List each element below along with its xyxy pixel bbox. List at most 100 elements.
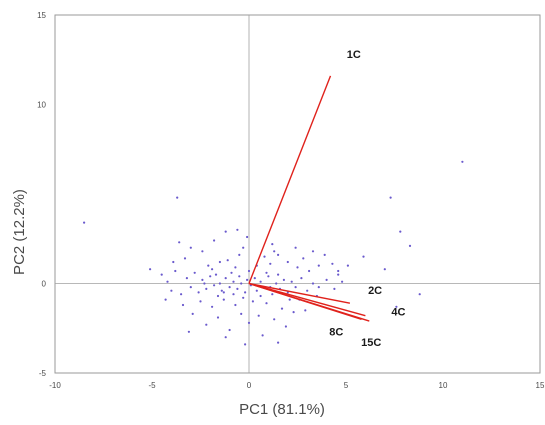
score-point <box>275 282 278 285</box>
score-point <box>205 323 208 326</box>
score-point <box>265 302 268 305</box>
score-point <box>170 289 173 292</box>
score-point <box>234 266 237 269</box>
score-point <box>277 273 280 276</box>
score-point <box>216 294 220 298</box>
score-point <box>226 259 229 262</box>
score-point <box>317 286 320 289</box>
score-point <box>311 250 315 253</box>
score-point <box>271 243 274 246</box>
loading-label-2c: 2C <box>368 285 382 297</box>
score-point <box>178 241 181 244</box>
y-tick-label: 0 <box>42 280 47 289</box>
score-point <box>222 291 225 294</box>
score-point <box>337 269 340 273</box>
score-point <box>242 246 245 249</box>
score-point <box>224 277 227 280</box>
score-point <box>236 228 239 231</box>
loading-vector-2c <box>248 282 351 304</box>
score-point <box>333 287 336 290</box>
loading-labels: 1C 2C 4C 8C 15C <box>329 49 405 349</box>
x-tick-label: 0 <box>247 381 252 390</box>
score-point <box>230 271 233 274</box>
score-point <box>311 282 315 285</box>
score-point <box>240 282 243 285</box>
score-point <box>201 250 204 253</box>
score-point <box>265 271 268 274</box>
score-point <box>304 309 307 312</box>
score-point <box>346 264 349 267</box>
score-points <box>83 160 464 346</box>
score-point <box>222 298 225 301</box>
score-point <box>183 257 187 260</box>
score-point <box>160 273 163 276</box>
score-point <box>209 275 212 278</box>
score-point <box>290 280 293 283</box>
score-point <box>232 293 235 296</box>
score-point <box>189 286 192 289</box>
score-point <box>259 294 262 298</box>
score-point <box>306 289 309 292</box>
score-point <box>187 330 190 333</box>
score-point <box>242 296 245 299</box>
score-point <box>199 300 202 303</box>
y-tick-label: -5 <box>39 369 47 378</box>
score-point <box>246 235 249 239</box>
score-point <box>263 255 266 258</box>
score-point <box>294 286 297 289</box>
score-point <box>181 303 185 307</box>
score-point <box>282 278 285 281</box>
score-point <box>269 262 272 265</box>
score-point <box>166 280 169 283</box>
score-point <box>236 287 239 290</box>
score-point <box>201 278 204 281</box>
score-point <box>362 255 365 258</box>
score-point <box>174 269 177 273</box>
x-axis-title: PC1 (81.1%) <box>239 401 325 418</box>
score-point <box>244 291 247 294</box>
score-point <box>244 343 247 346</box>
loading-vector-1c <box>248 75 332 284</box>
score-point <box>261 334 264 337</box>
x-tick-label: -5 <box>148 381 156 390</box>
score-point <box>255 289 258 292</box>
score-point <box>259 280 262 283</box>
x-tick-label: 5 <box>344 381 349 390</box>
score-point <box>383 268 386 271</box>
loading-vector-15c <box>248 282 370 322</box>
score-point <box>277 341 280 344</box>
score-point <box>228 328 231 332</box>
score-point <box>164 298 167 301</box>
score-point <box>300 277 303 280</box>
score-point <box>203 282 206 285</box>
y-tick-labels: -5 0 10 15 <box>37 11 46 378</box>
score-point <box>296 266 299 269</box>
score-point <box>247 269 251 273</box>
score-point <box>207 264 210 267</box>
score-point <box>308 269 311 273</box>
score-point <box>228 286 231 289</box>
y-axis-title: PC2 (12.2%) <box>11 189 28 275</box>
score-point <box>211 305 214 308</box>
score-point <box>267 275 270 278</box>
score-point <box>172 260 175 264</box>
score-point <box>247 321 251 324</box>
score-point <box>220 289 223 292</box>
score-point <box>213 239 216 242</box>
score-point <box>280 307 284 310</box>
score-point <box>218 282 221 285</box>
score-point <box>191 312 194 315</box>
score-point <box>302 257 305 260</box>
loading-label-8c: 8C <box>329 326 343 338</box>
score-point <box>232 280 235 283</box>
score-point <box>185 277 188 280</box>
score-point <box>180 293 183 296</box>
loading-label-15c: 15C <box>361 337 381 349</box>
score-point <box>83 221 86 224</box>
x-tick-labels: -10 -5 0 5 10 15 <box>49 381 545 390</box>
score-point <box>224 336 227 339</box>
score-point <box>408 244 412 247</box>
score-point <box>284 325 287 328</box>
score-point <box>224 230 227 233</box>
score-point <box>341 280 344 283</box>
